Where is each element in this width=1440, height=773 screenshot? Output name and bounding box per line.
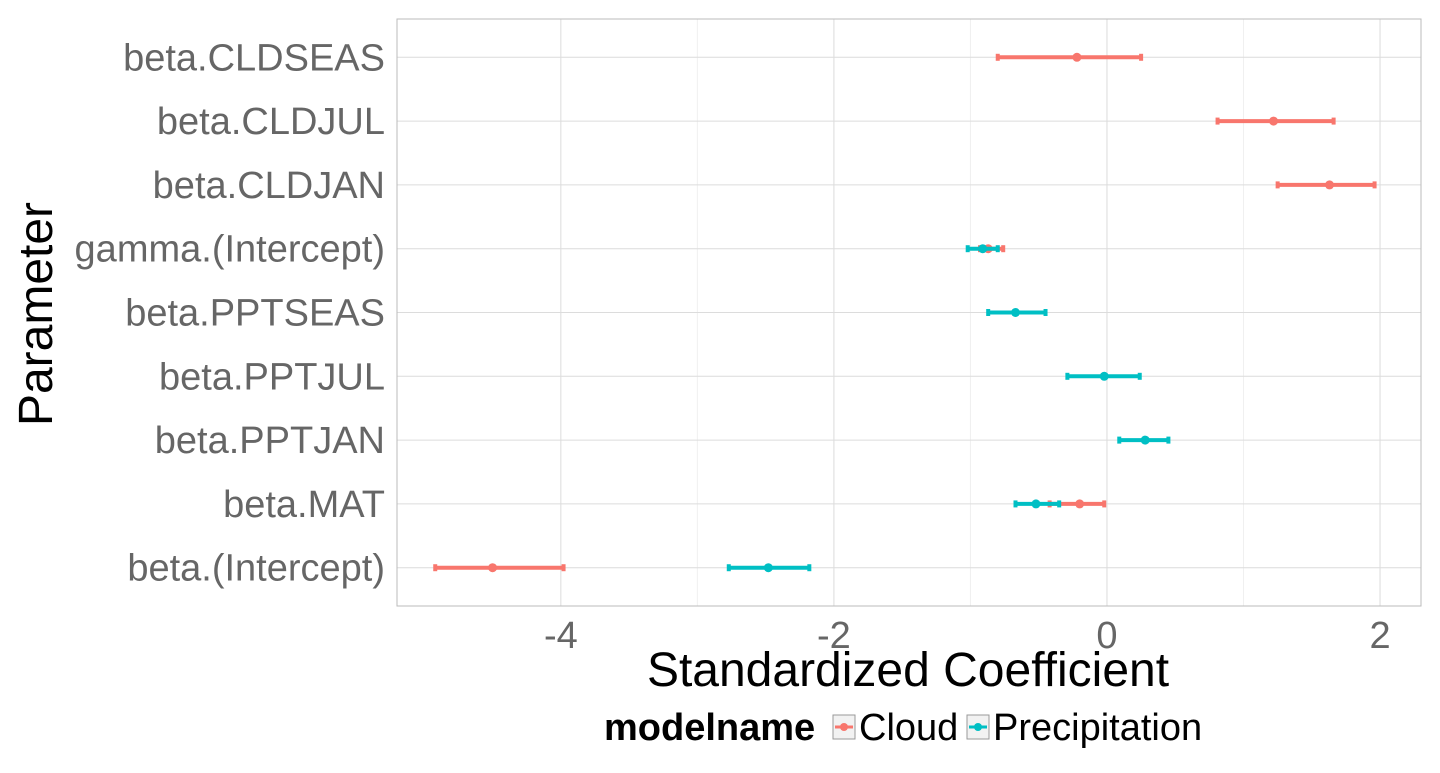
y-tick-labels: beta.(Intercept) beta.MAT beta.PPTJAN beta.… — [75, 37, 385, 589]
precipitation-legend-label: Precipitation — [993, 707, 1202, 749]
grid-layer — [397, 19, 1421, 606]
marks-layer — [433, 52, 1377, 573]
x-tick-label: -2 — [817, 615, 851, 657]
y-tick-label: gamma.(Intercept) — [75, 229, 385, 271]
precipitation-point — [763, 563, 773, 573]
precipitation-point — [978, 244, 988, 254]
x-tick-label: 2 — [1369, 615, 1390, 657]
x-axis-title: Standardized Coefficient — [647, 644, 1169, 697]
y-tick-label: beta.MAT — [223, 484, 385, 526]
y-tick-label: beta.PPTJAN — [155, 420, 385, 462]
cloud-point — [488, 563, 498, 573]
precipitation-legend-key-point — [974, 723, 982, 731]
cloud-legend-label: Cloud — [859, 707, 958, 749]
y-tick-label: beta.PPTSEAS — [125, 293, 385, 335]
cloud-legend-key-point — [840, 723, 848, 731]
x-tick-label: -4 — [544, 615, 578, 657]
precipitation-point — [1099, 371, 1109, 381]
y-tick-label: beta.CLDJAN — [153, 165, 385, 207]
y-tick-label: beta.CLDJUL — [157, 101, 385, 143]
precipitation-point — [1031, 499, 1041, 509]
x-tick-label: 0 — [1096, 615, 1117, 657]
x-tick-labels: -4 -2 0 2 — [544, 615, 1391, 657]
cloud-point — [1072, 52, 1082, 62]
legend-title: modelname — [604, 707, 815, 749]
legend: modelname Cloud Precipitation — [604, 707, 1202, 749]
cloud-point — [1269, 116, 1279, 126]
cloud-point — [1075, 499, 1085, 509]
panel-border — [396, 18, 1422, 607]
precipitation-point — [1140, 435, 1150, 445]
cloud-point — [1325, 180, 1335, 190]
y-axis-title: Parameter — [10, 202, 63, 426]
y-tick-label: beta.PPTJUL — [159, 356, 385, 398]
precipitation-point — [1010, 308, 1020, 317]
y-tick-label: beta.CLDSEAS — [123, 37, 385, 79]
y-tick-label: beta.(Intercept) — [127, 548, 385, 590]
